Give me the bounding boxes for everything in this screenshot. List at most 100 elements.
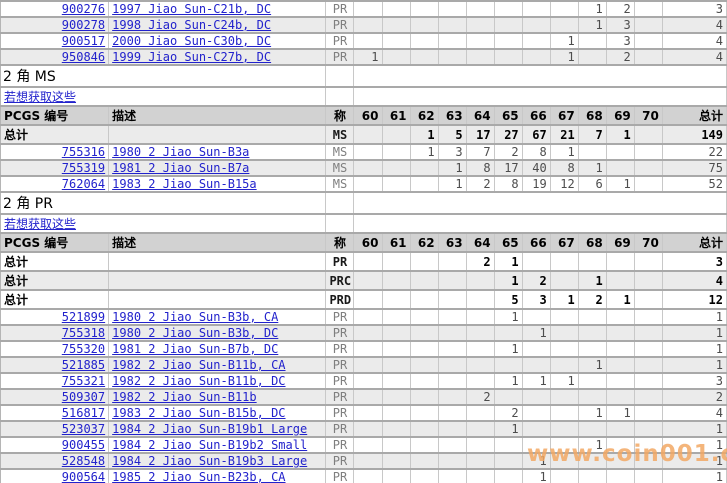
description-cell-link[interactable]: 1981 2 Jiao Sun-B7b, DC	[112, 342, 279, 356]
grade-63-value-cell: 1	[438, 160, 467, 177]
pcgs-number-cell-link[interactable]: 755319	[61, 161, 106, 175]
pcgs-number-cell-link[interactable]: 762064	[61, 177, 106, 191]
pcgs-number-cell-link[interactable]: 528548	[61, 454, 106, 468]
grade-65-value-cell: 1	[494, 373, 523, 390]
pcgs-number-cell-link[interactable]: 523037	[61, 422, 106, 436]
grade-60-value-cell	[353, 1, 383, 18]
grade-69-value-cell	[606, 453, 635, 470]
pcgs-number-cell-link[interactable]: 755318	[61, 326, 106, 340]
pcgs-number-cell-link[interactable]: 950846	[61, 50, 106, 64]
grade-60-value-cell	[353, 373, 383, 390]
grade-67-value-cell: 1	[550, 33, 579, 50]
description-cell: 1985 2 Jiao Sun-B23b, CA	[108, 469, 327, 483]
designation-cell: MS	[325, 160, 355, 177]
pcgs-number-cell-link[interactable]: 516817	[61, 406, 106, 420]
designation-cell: MS	[325, 125, 355, 145]
grade-67-value-cell	[550, 1, 579, 18]
pcgs-number-cell-link[interactable]: 755316	[61, 145, 106, 159]
description-cell-link[interactable]: 1982 2 Jiao Sun-B11b, DC	[112, 374, 286, 388]
grade-61-value-cell	[382, 33, 411, 50]
description-cell-link[interactable]: 1997 Jiao Sun-C21b, DC	[112, 2, 272, 16]
table-row: 950846 1999 Jiao Sun-C27b, DC PR 1 1 2 4	[0, 49, 727, 66]
grade-66-value-cell	[522, 389, 551, 406]
grade-66-value-cell: 19	[522, 176, 551, 193]
description-cell-link[interactable]: 1983 2 Jiao Sun-B15a	[112, 177, 257, 191]
description-cell: 1982 2 Jiao Sun-B11b	[108, 389, 327, 406]
grade-68-value-cell: 2	[578, 290, 607, 310]
description-cell-link[interactable]: 1980 2 Jiao Sun-B3b, CA	[112, 310, 279, 324]
description-cell-link[interactable]: 1984 2 Jiao Sun-B19b3 Large	[112, 454, 308, 468]
grade-64-value-cell	[466, 357, 495, 374]
grade-62-value-cell	[410, 252, 439, 272]
grade-70-value-cell	[634, 125, 663, 145]
pcgs-number-cell-link[interactable]: 900517	[61, 34, 106, 48]
grade-68-value-cell	[578, 341, 607, 358]
grade-70-value-cell	[634, 176, 663, 193]
totals-label-cell: 总计	[0, 271, 110, 291]
grade-61-value-cell	[382, 125, 411, 145]
grade-62-value-cell	[410, 49, 439, 66]
col-header-grade-69: 69	[606, 106, 635, 126]
grade-61-value-cell	[382, 160, 411, 177]
description-cell-link[interactable]: 1980 2 Jiao Sun-B3b, DC	[112, 326, 279, 340]
description-cell-link[interactable]: 1984 2 Jiao Sun-B19b1 Large	[112, 422, 308, 436]
description-cell-link[interactable]: 1980 2 Jiao Sun-B3a	[112, 145, 250, 159]
grade-65-value-cell	[494, 389, 523, 406]
pcgs-number-cell-link[interactable]: 755321	[61, 374, 106, 388]
description-cell-link[interactable]: 1998 Jiao Sun-C24b, DC	[112, 18, 272, 32]
description-cell	[108, 125, 327, 145]
total-value-cell: 149	[662, 125, 727, 145]
pcgs-number-cell-link[interactable]: 900276	[61, 2, 106, 16]
pcgs-number-cell-link[interactable]: 509307	[61, 390, 106, 404]
grade-62-value-cell	[410, 405, 439, 422]
grade-70-value-cell	[634, 290, 663, 310]
grade-61-value-cell	[382, 437, 411, 454]
grade-70-value-cell	[634, 144, 663, 161]
description-cell-link[interactable]: 1981 2 Jiao Sun-B7a	[112, 161, 250, 175]
pcgs-number-cell-link[interactable]: 900455	[61, 438, 106, 452]
description-cell-link[interactable]: 1984 2 Jiao Sun-B19b2 Small	[112, 438, 308, 452]
grade-67-value-cell: 1	[550, 144, 579, 161]
description-cell-link[interactable]: 1985 2 Jiao Sun-B23b, CA	[112, 470, 286, 483]
description-cell-link[interactable]: 1999 Jiao Sun-C27b, DC	[112, 50, 272, 64]
total-value-cell: 1	[662, 453, 727, 470]
grade-61-value-cell	[382, 144, 411, 161]
total-value-cell: 1	[662, 421, 727, 438]
description-cell-link[interactable]: 1983 2 Jiao Sun-B15b, DC	[112, 406, 286, 420]
description-cell: 1980 2 Jiao Sun-B3b, CA	[108, 309, 327, 326]
col-header-grade-67: 67	[550, 233, 579, 253]
link-grade-spacer	[325, 87, 355, 107]
grade-66-value-cell	[522, 17, 551, 34]
grade-62-value-cell	[410, 437, 439, 454]
description-cell-link[interactable]: 2000 Jiao Sun-C30b, DC	[112, 34, 272, 48]
get-these-link-cell-link[interactable]: 若想获取这些	[4, 90, 77, 104]
pcgs-number-cell-link[interactable]: 900278	[61, 18, 106, 32]
pcgs-number-cell: 521885	[0, 357, 110, 374]
pcgs-number-cell-link[interactable]: 521899	[61, 310, 106, 324]
grade-61-value-cell	[382, 325, 411, 342]
grade-68-value-cell: 1	[578, 1, 607, 18]
grade-61-value-cell	[382, 421, 411, 438]
grade-68-value-cell	[578, 421, 607, 438]
designation-cell: PR	[325, 469, 355, 483]
get-these-link-cell-link[interactable]: 若想获取这些	[4, 217, 77, 231]
grade-60-value-cell	[353, 389, 383, 406]
description-cell-link[interactable]: 1982 2 Jiao Sun-B11b, CA	[112, 358, 286, 372]
grade-64-value-cell	[466, 341, 495, 358]
pcgs-number-cell-link[interactable]: 521885	[61, 358, 106, 372]
grade-68-value-cell	[578, 309, 607, 326]
grade-65-value-cell	[494, 49, 523, 66]
description-cell	[108, 271, 327, 291]
grade-60-value-cell: 1	[353, 49, 383, 66]
pcgs-number-cell-link[interactable]: 900564	[61, 470, 106, 483]
designation-cell: PR	[325, 357, 355, 374]
grade-66-value-cell	[522, 437, 551, 454]
table-row: 若想获取这些	[0, 87, 727, 107]
grade-61-value-cell	[382, 373, 411, 390]
description-cell-link[interactable]: 1982 2 Jiao Sun-B11b	[112, 390, 257, 404]
pcgs-number-cell-link[interactable]: 755320	[61, 342, 106, 356]
table-row: 总计 PRC 1 2 1 4	[0, 271, 727, 291]
grade-62-value-cell	[410, 373, 439, 390]
col-header-grade-68: 68	[578, 233, 607, 253]
grade-65-value-cell: 17	[494, 160, 523, 177]
